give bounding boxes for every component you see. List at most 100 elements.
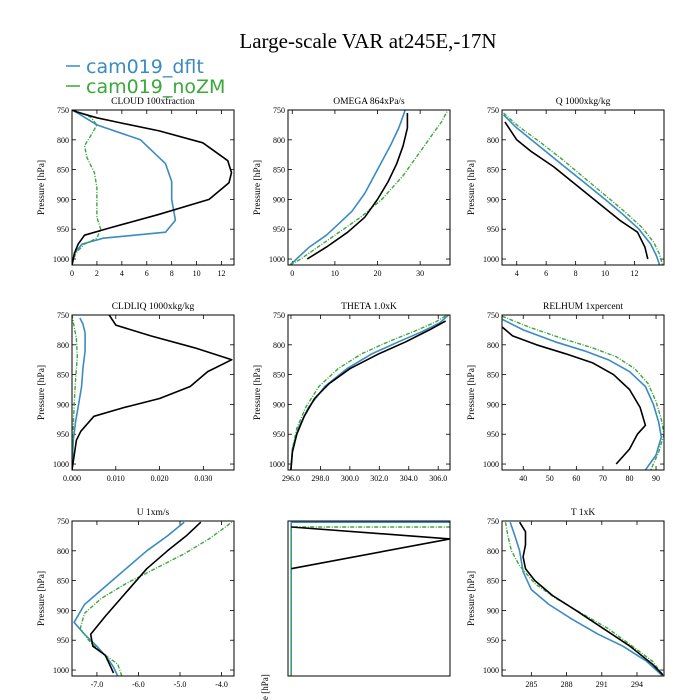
panel-6: RELHUM 1xpercent Pressure [hPa] 750 800 850 9… xyxy=(467,302,665,483)
x-tick-label: 2 xyxy=(95,269,99,278)
y-tick-label: 950 xyxy=(487,430,499,439)
y-tick-label: 1000 xyxy=(53,460,69,469)
x-tick-label: 302.0 xyxy=(370,474,388,483)
y-tick-label: 900 xyxy=(273,195,285,204)
legend-label-dflt: cam019_dflt xyxy=(86,56,204,78)
figure-title: Large-scale VAR at245E,-17N xyxy=(239,29,496,53)
series-cam019_noZM xyxy=(502,315,664,470)
y-axis-label: Pressure [hPa] xyxy=(37,571,47,626)
series-cam019_noZM xyxy=(72,110,102,265)
y-tick-label: 800 xyxy=(57,136,69,145)
x-tick-label: 300.0 xyxy=(341,474,359,483)
x-tick-label: -5.0 xyxy=(174,680,187,689)
panel-frame xyxy=(287,109,451,266)
x-tick-label: 8 xyxy=(170,269,174,278)
x-tick-label: 0.000 xyxy=(63,474,81,483)
panel-7: U 1xm/s Pressure [hPa] 750 800 850 900 950 1000… xyxy=(37,508,235,689)
series-unlabeled xyxy=(504,121,649,260)
x-tick-label: 20 xyxy=(374,269,382,278)
x-tick-label: 298.0 xyxy=(311,474,329,483)
y-axis-label: Pressure [hPa] xyxy=(253,365,263,420)
y-tick-label: 900 xyxy=(487,400,499,409)
x-tick-label: 40 xyxy=(519,474,527,483)
y-axis-label: Pressure [hPa] xyxy=(467,365,477,420)
y-tick-label: 800 xyxy=(273,136,285,145)
x-tick-label: -6.0 xyxy=(132,680,145,689)
y-tick-label: 750 xyxy=(57,517,69,526)
y-tick-label: 900 xyxy=(57,400,69,409)
panel-series xyxy=(290,315,450,470)
series-cam019_dflt xyxy=(289,110,406,265)
series-unlabeled xyxy=(518,521,664,676)
y-tick-label: 750 xyxy=(57,106,69,115)
x-tick-label: 4 xyxy=(120,269,124,278)
y-tick-label: 800 xyxy=(487,547,499,556)
y-tick-label: 850 xyxy=(57,577,69,586)
series-unlabeled xyxy=(72,110,233,265)
x-tick-label: 10 xyxy=(193,269,201,278)
y-tick-label: 950 xyxy=(273,430,285,439)
y-tick-label: 800 xyxy=(57,341,69,350)
x-tick-label: 304.0 xyxy=(400,474,418,483)
y-tick-label: 800 xyxy=(273,341,285,350)
series-cam019_dflt xyxy=(502,318,663,470)
x-tick-label: 8 xyxy=(574,269,578,278)
panel-series xyxy=(502,112,664,265)
panel-4: CLDLIQ 1000xkg/kg Pressure [hPa] 750 800 850… xyxy=(37,302,235,483)
panel-title: OMEGA 864xPa/s xyxy=(333,97,405,107)
series-unlabeled xyxy=(502,326,647,465)
series-cam019_noZM xyxy=(503,112,664,265)
series-cam019_dflt xyxy=(73,521,185,676)
panel-1: CLOUD 100xfraction Pressure [hPa] 750 800 85… xyxy=(37,96,235,278)
y-tick-label: 750 xyxy=(487,517,499,526)
x-tick-label: 288 xyxy=(561,680,573,689)
y-tick-label: 850 xyxy=(487,371,499,380)
panel-8 xyxy=(287,520,451,677)
y-tick-label: 850 xyxy=(57,371,69,380)
y-tick-label: 950 xyxy=(487,225,499,234)
panel-title: THETA 1.0xK xyxy=(341,302,397,312)
x-tick-label: 10 xyxy=(331,269,339,278)
y-tick-label: 900 xyxy=(57,195,69,204)
x-tick-label: 0 xyxy=(70,269,74,278)
panel-3: Q 1000xkg/kg Pressure [hPa] 750 800 850 900 95… xyxy=(467,97,665,278)
series-cam019_noZM xyxy=(72,315,79,470)
panel-title: T 1xK xyxy=(571,508,596,518)
y-tick-label: 750 xyxy=(273,106,285,115)
y-tick-label: 750 xyxy=(487,311,499,320)
x-tick-label: 70 xyxy=(599,474,607,483)
x-tick-label: 0.020 xyxy=(151,474,169,483)
panel-title: U 1xm/s xyxy=(137,508,170,518)
x-tick-label: 60 xyxy=(572,474,580,483)
y-tick-label: 1000 xyxy=(53,255,69,264)
series-cam019_dflt xyxy=(72,317,86,470)
y-tick-label: 950 xyxy=(273,225,285,234)
panel-title: RELHUM 1xpercent xyxy=(543,302,623,312)
panel-9: T 1xK Pressure [hPa] 750 800 850 900 950 1000 28… xyxy=(467,508,665,689)
x-tick-label: 6 xyxy=(145,269,149,278)
y-tick-label: 800 xyxy=(487,341,499,350)
panel-series xyxy=(502,315,664,470)
series-unlabeled xyxy=(291,526,450,570)
x-tick-label: 12 xyxy=(218,269,226,278)
y-tick-label: 850 xyxy=(487,577,499,586)
panel-title: CLOUD 100xfraction xyxy=(111,96,195,107)
y-axis-label: Pressure [hPa] xyxy=(467,160,477,215)
series-cam019_noZM xyxy=(290,315,448,470)
y-tick-label: 800 xyxy=(487,136,499,145)
panel-series xyxy=(73,521,233,676)
series-cam019_dflt xyxy=(502,114,661,265)
y-tick-label: 900 xyxy=(487,195,499,204)
panel-frame xyxy=(71,520,235,677)
series-unlabeled xyxy=(290,526,450,676)
panel-frame xyxy=(287,314,451,471)
series-unlabeled xyxy=(306,113,409,260)
x-tick-label: 0.010 xyxy=(107,474,125,483)
x-tick-label: 291 xyxy=(596,680,608,689)
x-tick-label: 4 xyxy=(515,269,519,278)
series-cam019_noZM xyxy=(289,110,449,265)
y-tick-label: 1000 xyxy=(269,255,285,264)
series-unlabeled xyxy=(290,521,450,676)
x-tick-label: 306.0 xyxy=(429,474,447,483)
y-tick-label: 900 xyxy=(57,606,69,615)
